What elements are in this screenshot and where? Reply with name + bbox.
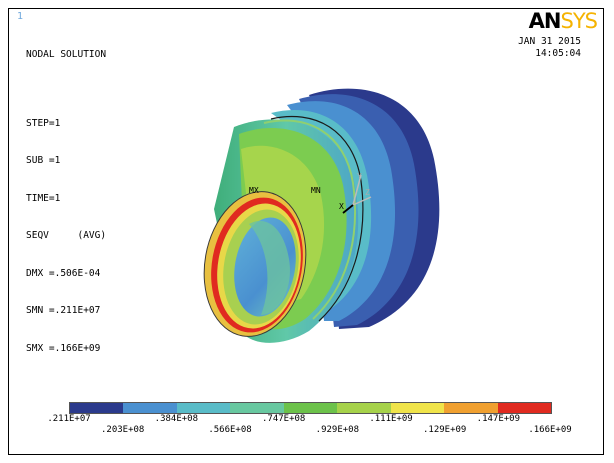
logo-part-sys: SYS — [560, 9, 598, 33]
timestamp: JAN 31 2015 14:05:04 — [518, 36, 581, 60]
solution-info: NODAL SOLUTION STEP=1 SUB =1 TIME=1 SEQV… — [26, 24, 106, 380]
legend-label-bottom: .929E+08 — [315, 425, 360, 435]
fea-model-view: MX MN Y Z X — [203, 88, 440, 343]
groove-line-2 — [263, 119, 357, 320]
legend-label-top: .147E+09 — [476, 414, 521, 424]
legend-swatch — [444, 403, 498, 413]
smx-label: SMX =.166E+09 — [26, 342, 101, 354]
step-label: STEP=1 — [26, 117, 61, 129]
axis-triad: Y Z X — [339, 172, 372, 214]
sub-label: SUB =1 — [26, 155, 61, 166]
legend-label-top: .384E+08 — [154, 414, 199, 424]
logo-part-an: AN — [528, 9, 562, 33]
legend-swatch — [70, 403, 124, 413]
dmx-label: DMX =.506E-04 — [26, 267, 101, 279]
legend-label-bottom: .166E+09 — [528, 425, 572, 435]
contour-legend-bar — [69, 402, 552, 414]
axis-z-label: Z — [365, 188, 370, 197]
date-label: JAN 31 2015 — [518, 36, 581, 47]
legend-swatch — [390, 403, 445, 413]
seqv-label: SEQV (AVG) — [26, 230, 107, 241]
bore-shadow — [249, 220, 290, 315]
legend-label-top: .211E+07 — [47, 414, 91, 424]
smn-label: SMN =.211E+07 — [26, 305, 101, 316]
legend-swatch — [123, 403, 177, 413]
axis-x-label: X — [339, 202, 344, 211]
time-label: 14:05:04 — [535, 48, 581, 59]
legend-label-bottom: .129E+09 — [422, 425, 467, 435]
legend-swatch — [176, 403, 231, 413]
solution-title: NODAL SOLUTION — [26, 49, 107, 60]
legend-label-bottom: .203E+08 — [100, 425, 145, 435]
ansys-graphics-window: 1 NODAL SOLUTION STEP=1 SUB =1 TIME=1 SE… — [8, 8, 604, 455]
time-label: TIME=1 — [26, 192, 61, 204]
groove-line — [270, 115, 364, 322]
max-marker: MX — [249, 186, 259, 195]
ansys-logo: ANSYS — [528, 9, 598, 33]
legend-swatch — [283, 403, 338, 413]
window-number: 1 — [17, 11, 24, 22]
legend-swatch — [337, 403, 391, 413]
legend-label-bottom: .566E+08 — [208, 425, 252, 435]
legend-label-top: .747E+08 — [261, 414, 306, 424]
min-marker: MN — [311, 186, 321, 195]
axis-y-label: Y — [357, 172, 362, 181]
legend-label-top: .111E+09 — [369, 414, 413, 424]
legend-swatch — [497, 403, 551, 413]
legend-swatch — [230, 403, 284, 413]
